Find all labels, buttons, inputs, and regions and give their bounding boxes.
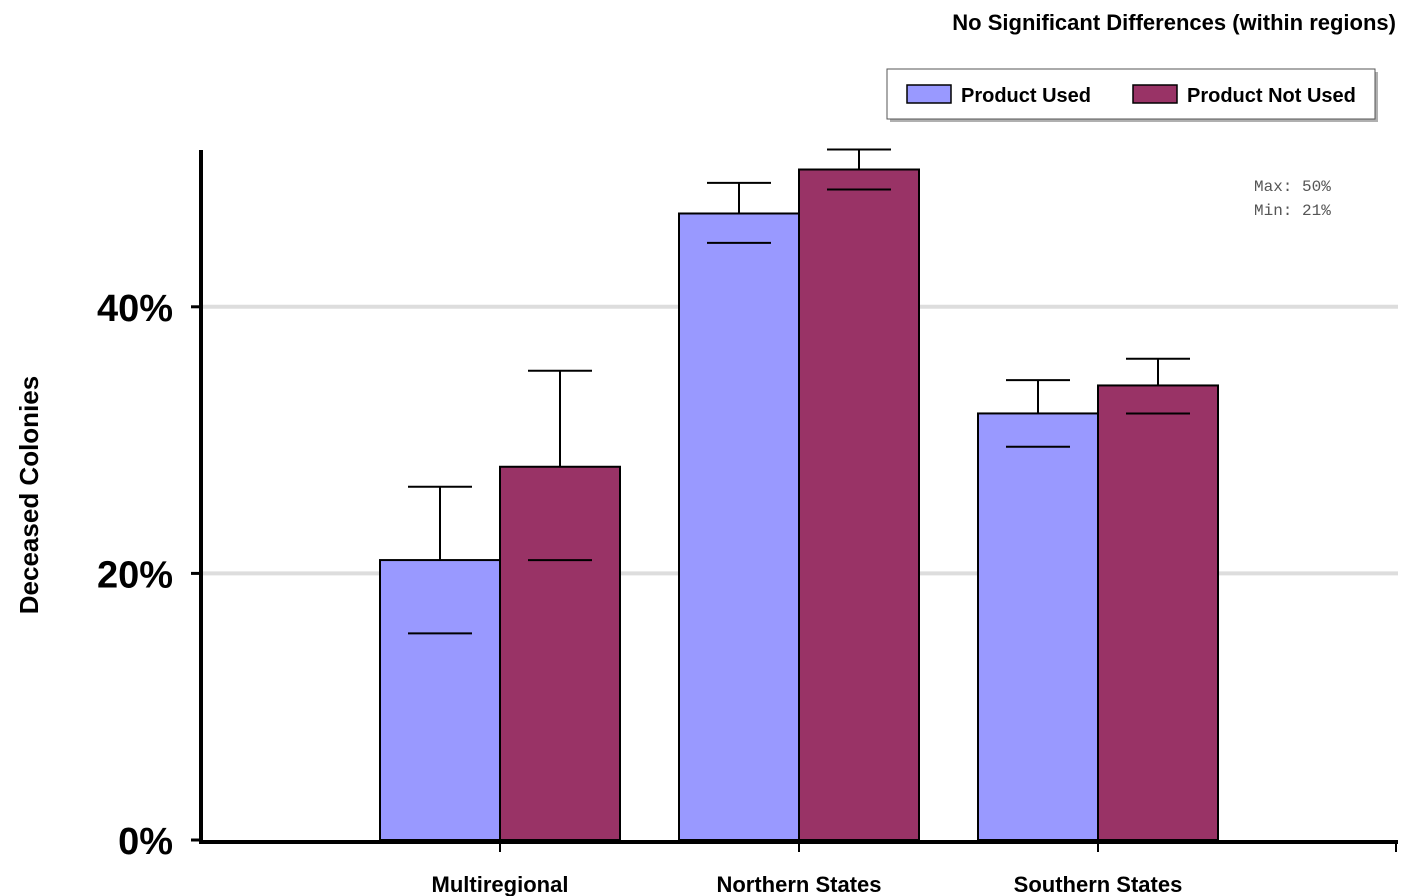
legend-label-product-used: Product Used [961, 85, 1091, 107]
max-annotation: Max: 50% [1254, 178, 1331, 196]
bars [379, 168, 1219, 842]
y-ticks: 0% 20% 40% [97, 288, 201, 863]
y-axis-label: Deceased Colonies [14, 376, 44, 614]
x-tick-label: Northern States [716, 872, 881, 896]
bar [977, 412, 1099, 841]
y-tick-label: 20% [97, 554, 173, 596]
x-tick-label: Multiregional [432, 872, 569, 896]
min-annotation: Min: 21% [1254, 202, 1331, 220]
x-tick-label: Southern States [1014, 872, 1183, 896]
legend-label-product-not-used: Product Not Used [1187, 85, 1356, 107]
y-tick-label: 40% [97, 288, 173, 330]
bar [379, 559, 501, 841]
legend-box [886, 68, 1376, 120]
y-tick-label: 0% [118, 821, 173, 863]
bar [1097, 384, 1219, 841]
bar [499, 465, 621, 841]
chart-title: No Significant Differences (within regio… [952, 10, 1396, 35]
legend-swatch-product-not-used [1132, 84, 1178, 104]
legend-swatch-product-used [906, 84, 952, 104]
bar [678, 212, 800, 842]
error-bars [408, 148, 1190, 635]
bar [798, 168, 920, 842]
legend: Product Used Product Not Used [886, 68, 1378, 122]
x-ticks: Multiregional Northern States Southern Sta… [432, 842, 1397, 896]
